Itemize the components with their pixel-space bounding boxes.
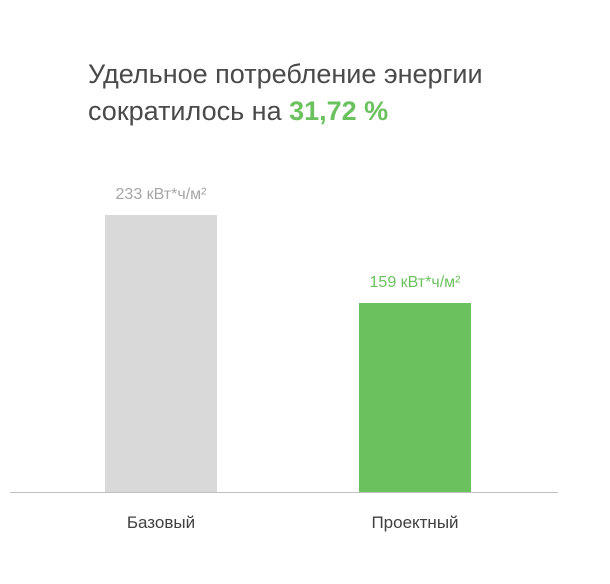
title-line-1: Удельное потребление энергии: [88, 59, 483, 89]
data-label-base: 233 кВт*ч/м²: [116, 186, 208, 203]
category-label-project: Проектный: [371, 513, 458, 532]
title-line-2-text: сократилось на: [88, 96, 282, 126]
title-line-2: сократилось на 31,72 %: [88, 93, 588, 130]
bar-base: [105, 215, 217, 492]
category-label-base: Базовый: [127, 513, 195, 532]
title-highlight-value: 31,72 %: [289, 96, 389, 126]
chart-title: Удельное потребление энергии сократилось…: [88, 56, 588, 130]
data-label-project: 159 кВт*ч/м²: [370, 274, 462, 291]
bar-project: [359, 302, 471, 492]
